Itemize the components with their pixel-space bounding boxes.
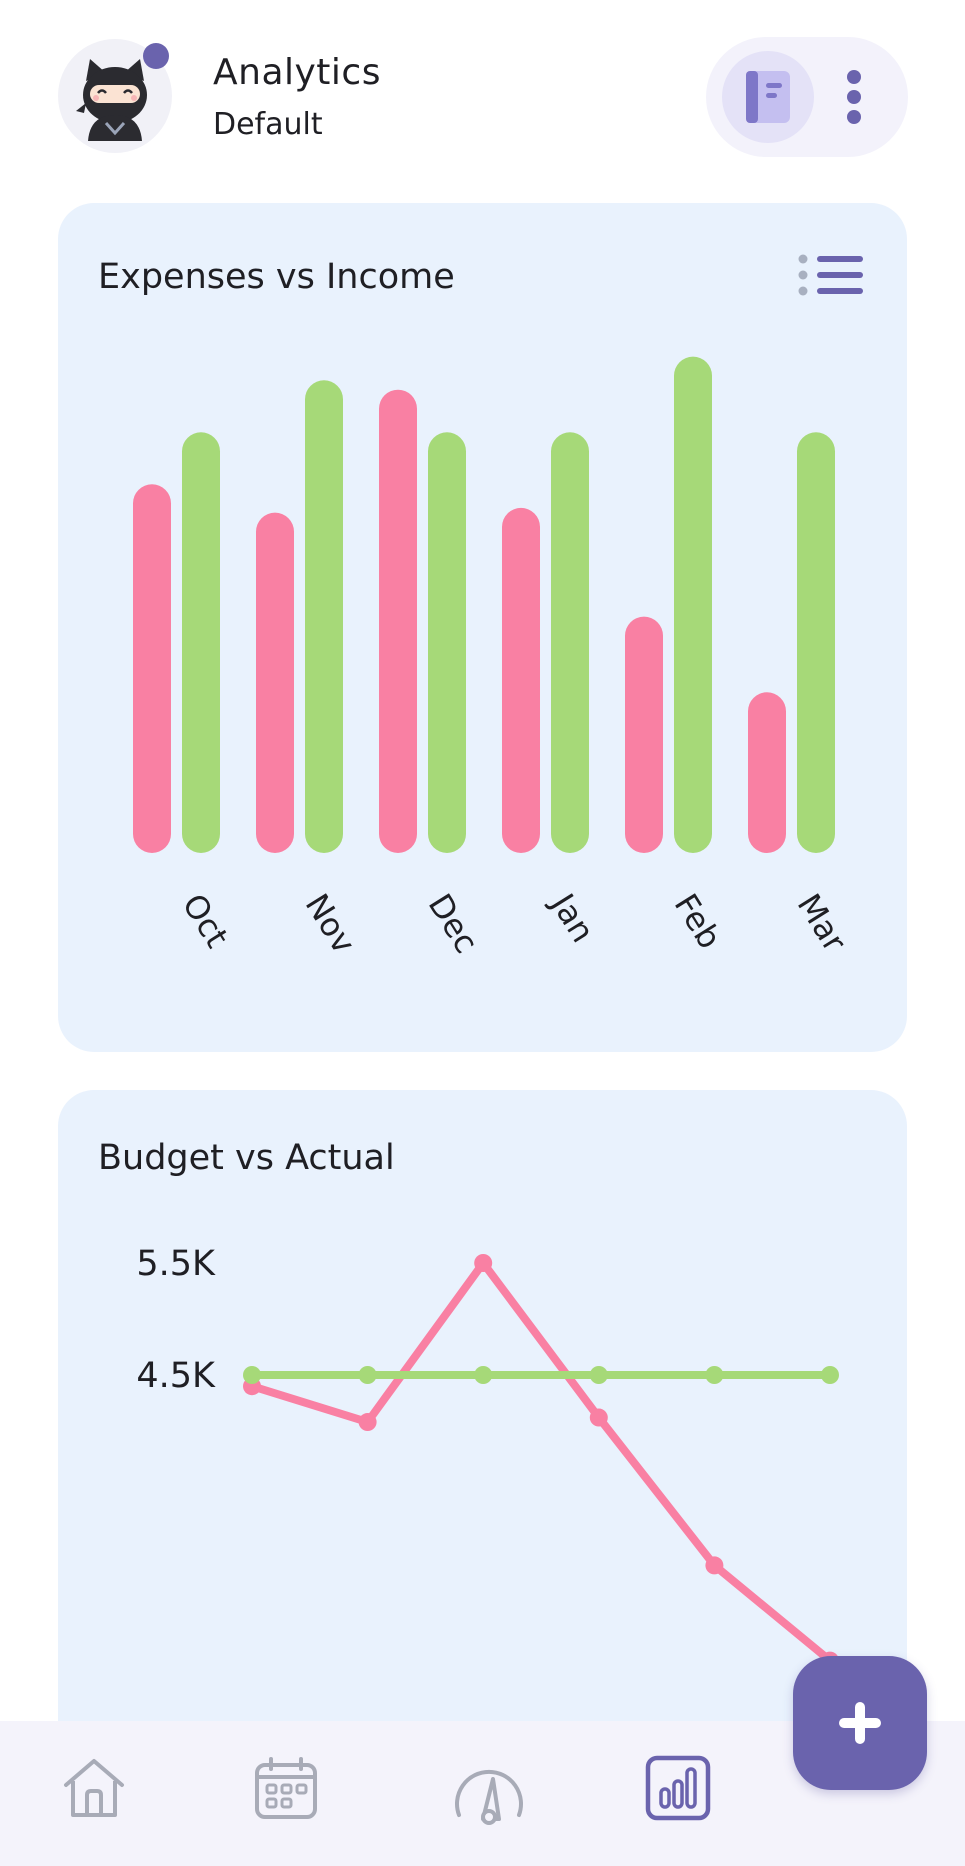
bar-expenses-mar[interactable]	[748, 692, 786, 853]
calendar-icon	[255, 1757, 317, 1819]
x-tick-label: Jan	[543, 885, 602, 949]
y-tick-label: 5.5K	[136, 1244, 216, 1284]
nav-budget[interactable]	[436, 1749, 526, 1829]
x-tick-label: Oct	[175, 887, 237, 954]
expenses-income-card: Expenses vs Income Oct Nov Dec Jan Feb Mar	[58, 203, 907, 1052]
legend-list-icon	[798, 254, 863, 296]
point-actual-dec[interactable]	[474, 1254, 493, 1272]
kebab-dot	[847, 110, 861, 124]
expenses-income-chart: Oct Nov Dec Jan Feb Mar	[133, 356, 855, 960]
nav-calendar[interactable]	[240, 1749, 330, 1829]
bar-expenses-dec[interactable]	[379, 389, 417, 853]
bar-expenses-feb[interactable]	[625, 616, 663, 853]
point-budget-oct[interactable]	[243, 1366, 261, 1384]
point-actual-nov[interactable]	[358, 1413, 377, 1432]
bar-expenses-nov[interactable]	[256, 512, 294, 853]
chart-title: Expenses vs Income	[98, 257, 455, 297]
point-actual-feb[interactable]	[705, 1556, 724, 1575]
x-tick-label: Dec	[421, 887, 486, 960]
nav-home[interactable]	[48, 1749, 138, 1829]
bar-expenses-oct[interactable]	[133, 484, 171, 853]
bar-income-dec[interactable]	[428, 432, 466, 853]
point-budget-dec[interactable]	[474, 1366, 493, 1384]
legend-toggle-button[interactable]	[793, 247, 873, 311]
bar-income-oct[interactable]	[182, 432, 220, 853]
bar-expenses-jan[interactable]	[502, 507, 540, 853]
add-transaction-button[interactable]	[793, 1656, 927, 1790]
bar-income-feb[interactable]	[674, 356, 712, 853]
point-budget-jan[interactable]	[589, 1366, 608, 1384]
more-menu-button[interactable]	[834, 64, 874, 130]
notebook-icon	[746, 71, 790, 123]
kebab-menu-icon	[847, 70, 861, 84]
presence-indicator	[143, 43, 169, 69]
app-header: Analytics Default	[0, 0, 965, 190]
y-tick-label: 4.5K	[136, 1356, 216, 1396]
bar-income-nov[interactable]	[305, 380, 343, 853]
home-icon	[64, 1759, 124, 1817]
plus-icon	[839, 1702, 881, 1744]
ninja-avatar-icon	[76, 59, 147, 141]
point-budget-feb[interactable]	[705, 1366, 724, 1384]
nav-analytics[interactable]	[632, 1749, 722, 1829]
gauge-icon	[455, 1769, 523, 1825]
bar-income-mar[interactable]	[797, 432, 835, 853]
x-tick-label: Mar	[790, 887, 855, 959]
chart-title: Budget vs Actual	[98, 1138, 395, 1178]
x-tick-label: Nov	[298, 887, 363, 960]
bar-chart-icon	[645, 1755, 711, 1821]
x-tick-label: Feb	[667, 887, 729, 955]
kebab-dot	[847, 90, 861, 104]
point-budget-mar[interactable]	[821, 1366, 839, 1384]
page-subtitle: Default	[213, 107, 323, 142]
line-actual	[248, 1259, 834, 1665]
page-title: Analytics	[213, 52, 381, 93]
point-budget-nov[interactable]	[358, 1366, 377, 1384]
notebook-button[interactable]	[722, 51, 814, 143]
point-actual-jan[interactable]	[589, 1408, 608, 1427]
budget-actual-chart: 5.5K 4.5K	[136, 1244, 839, 1670]
bar-income-jan[interactable]	[551, 432, 589, 853]
